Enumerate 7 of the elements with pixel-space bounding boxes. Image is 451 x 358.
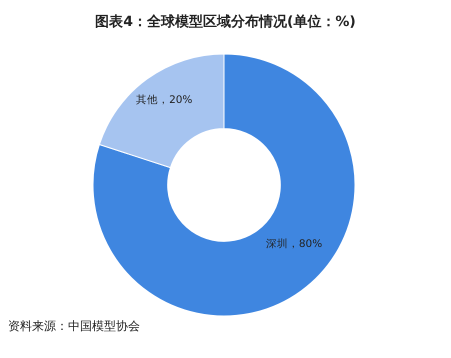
slice-label: 其他 <box>136 92 158 106</box>
slice-label: 深圳 <box>266 237 288 250</box>
data-label: ，20% <box>158 94 192 106</box>
text: 资料来源：中国模型协会 <box>8 319 140 333</box>
donut-slice <box>92 54 356 316</box>
data-label: ，80% <box>288 238 322 250</box>
chart-title: 图表4：全球模型区域分布情况(单位：%) <box>95 14 356 30</box>
